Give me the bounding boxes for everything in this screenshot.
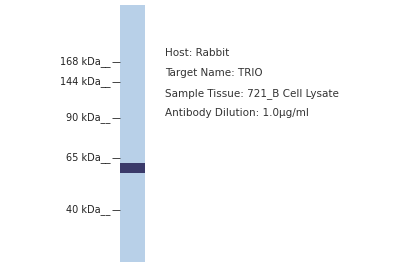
Text: 144 kDa__: 144 kDa__ — [60, 77, 110, 88]
Text: 90 kDa__: 90 kDa__ — [66, 113, 110, 123]
Bar — [120, 5, 145, 262]
Text: Target Name: TRIO: Target Name: TRIO — [165, 68, 263, 78]
Bar — [120, 163, 145, 173]
Text: 65 kDa__: 65 kDa__ — [66, 152, 110, 163]
Text: Antibody Dilution: 1.0μg/ml: Antibody Dilution: 1.0μg/ml — [165, 108, 309, 118]
Text: 40 kDa__: 40 kDa__ — [66, 205, 110, 215]
Text: Host: Rabbit: Host: Rabbit — [165, 48, 229, 58]
Text: Sample Tissue: 721_B Cell Lysate: Sample Tissue: 721_B Cell Lysate — [165, 88, 339, 99]
Text: 168 kDa__: 168 kDa__ — [60, 57, 110, 68]
